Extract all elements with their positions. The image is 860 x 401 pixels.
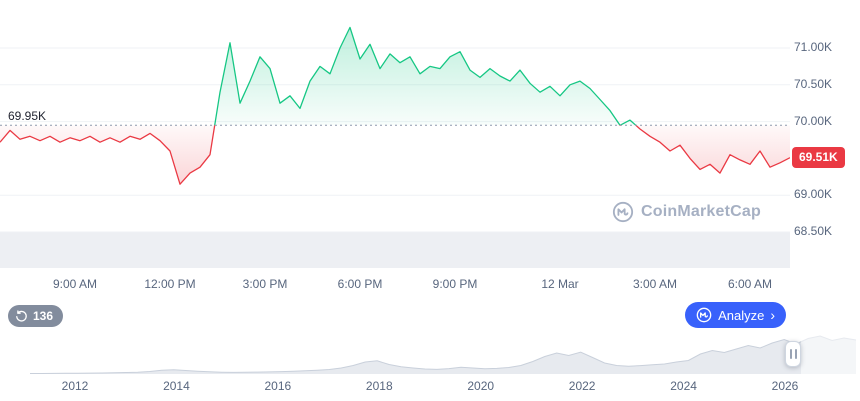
year-tick-label: 2020 [467, 379, 495, 393]
analyze-label: Analyze [718, 307, 765, 323]
history-icon [16, 309, 27, 322]
price-tick-label: 70.50K [794, 76, 833, 91]
time-tick-label: 3:00 PM [242, 277, 288, 291]
watermark-text: CoinMarketCap [641, 203, 761, 220]
watchers-badge[interactable]: 136 [8, 305, 64, 327]
time-tick-label: 12:00 PM [144, 277, 196, 291]
navigator-handle[interactable] [785, 341, 801, 367]
year-tick-label: 2018 [365, 379, 393, 393]
time-tick-label: 9:00 AM [52, 277, 98, 291]
baseline-price-label: 69.95K [8, 109, 47, 123]
current-price-badge: 69.51K [792, 147, 845, 168]
year-tick-label: 2016 [264, 379, 292, 393]
time-tick-label: 6:00 PM [337, 277, 383, 291]
time-tick-label: 3:00 AM [632, 277, 678, 291]
time-tick-label: 12 Mar [541, 277, 579, 291]
watermark: CoinMarketCap [612, 201, 761, 223]
year-tick-label: 2026 [771, 379, 799, 393]
price-tick-label: 68.50K [794, 224, 833, 238]
price-tick-label: 70.00K [794, 113, 833, 128]
coinmarketcap-logo-icon [696, 307, 712, 323]
time-tick-label: 9:00 PM [432, 277, 478, 291]
year-tick-label: 2012 [61, 379, 89, 393]
analyze-button[interactable]: Analyze › [685, 302, 786, 328]
chevron-right-icon: › [770, 307, 775, 323]
price-chart-canvas[interactable] [0, 0, 860, 270]
coinmarketcap-logo-icon [612, 201, 634, 223]
year-tick-label: 2022 [568, 379, 596, 393]
year-tick-label: 2014 [163, 379, 190, 393]
time-tick-label: 6:00 AM [727, 277, 773, 291]
year-tick-label: 2024 [670, 379, 697, 393]
watchers-count: 136 [33, 309, 54, 323]
price-tick-label: 69.00K [794, 187, 833, 202]
price-tick-label: 71.00K [794, 40, 833, 54]
navigator-canvas[interactable] [0, 330, 860, 376]
